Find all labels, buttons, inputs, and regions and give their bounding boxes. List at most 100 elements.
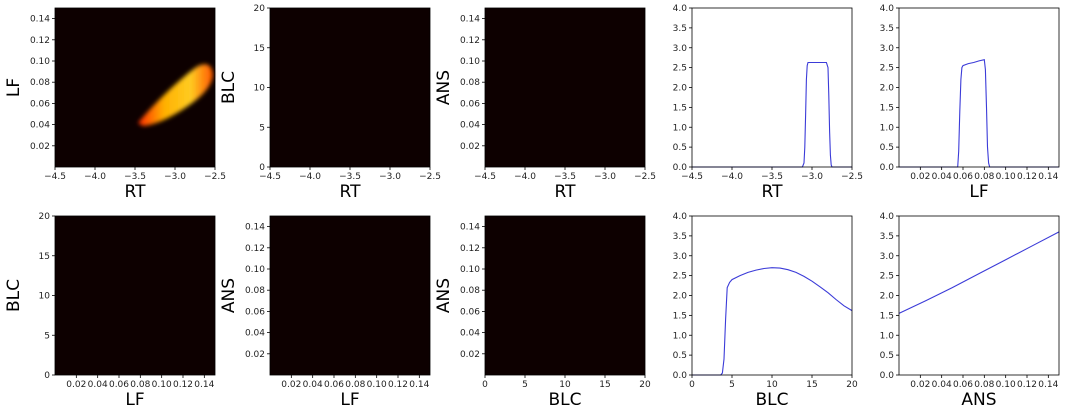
x-tick-label: 0.10: [367, 380, 387, 390]
x-tick-label: 15: [806, 380, 817, 390]
y-tick-label: 0.12: [30, 36, 50, 46]
y-tick-label: 3.5: [880, 24, 894, 34]
x-tick-label: −4.0: [514, 172, 536, 182]
y-tick-label: 0.0: [673, 371, 688, 381]
density-curve: [692, 61, 852, 168]
y-axis-label: BLC: [4, 279, 24, 312]
panel-blc-density: 0 5 10 15 20 0.0 0.5 1.0 1.5 2.0 2.5 3.0 3.5 4.0 BLC: [673, 212, 858, 410]
x-tick-label: 0.04: [88, 380, 108, 390]
plot-background: [899, 216, 1059, 375]
x-tick-label: 0.02: [910, 380, 930, 390]
y-tick-label: 0.10: [30, 57, 50, 67]
x-tick-label: −3.0: [164, 172, 186, 182]
x-tick-label: 5: [729, 380, 735, 390]
y-tick-label: 1.5: [880, 311, 894, 321]
x-tick-label: −3.0: [594, 172, 616, 182]
panel-ans-density: 0.02 0.04 0.06 0.08 0.10 0.12 0.14 0.0 0.5 1.0 1.5…: [880, 212, 1060, 410]
y-tick-label: 5: [259, 123, 265, 133]
y-tick-label: 0.0: [880, 371, 895, 381]
y-tick-label: 0.06: [30, 99, 50, 109]
y-tick-label: 0.08: [460, 286, 480, 296]
x-tick-label: 0.04: [303, 380, 323, 390]
y-tick-label: 20: [39, 212, 51, 222]
y-tick-label: 4.0: [673, 212, 688, 222]
y-tick-label: 2.5: [673, 272, 687, 282]
heatmap-region: [138, 64, 213, 126]
y-tick-label: 0.08: [245, 286, 265, 296]
plot-background: [899, 8, 1059, 167]
y-tick-label: 15: [39, 252, 50, 262]
y-tick-label: 0.10: [245, 265, 265, 275]
y-tick-label: 10: [39, 292, 51, 302]
y-tick-label: 2.5: [880, 272, 894, 282]
x-tick-label: −2.5: [204, 172, 226, 182]
y-tick-label: 2.5: [880, 64, 894, 74]
x-tick-label: 0.10: [996, 380, 1016, 390]
x-tick-label: −3.5: [761, 172, 783, 182]
x-tick-label: 0.10: [996, 172, 1016, 182]
y-tick-label: 0.10: [460, 57, 480, 67]
y-tick-label: 2.0: [880, 292, 895, 302]
panel-rt-lf: −4.5 −4.0 −3.5 −3.0 −2.5 0.02 0.04 0.06 0.08 0.10…: [4, 7, 226, 202]
heatmap-background: [485, 8, 645, 167]
y-tick-label: 0.08: [460, 78, 480, 88]
x-axis-label: BLC: [548, 390, 581, 410]
y-tick-label: 0.5: [880, 143, 894, 153]
x-tick-label: −3.0: [379, 172, 401, 182]
y-tick-label: 2.0: [880, 84, 895, 94]
y-tick-label: 0.04: [30, 121, 50, 131]
x-tick-label: −4.0: [299, 172, 321, 182]
y-tick-label: 5: [44, 331, 50, 341]
y-tick-label: 0.5: [880, 351, 894, 361]
x-axis-label: LF: [340, 390, 359, 410]
panel-rt-blc: −4.5 −4.0 −3.5 −3.0 −2.5 0 5 10 15 20 RT BLC: [219, 4, 441, 202]
y-tick-label: 3.0: [673, 252, 688, 262]
heatmap-background: [55, 216, 215, 375]
x-tick-label: 10: [559, 380, 571, 390]
x-tick-label: 0.04: [932, 380, 952, 390]
y-tick-label: 1.0: [673, 331, 688, 341]
y-axis-label: ANS: [434, 70, 454, 105]
y-tick-label: 0.12: [460, 36, 480, 46]
y-tick-label: 0.5: [673, 143, 687, 153]
panel-lf-density: 0.02 0.04 0.06 0.08 0.10 0.12 0.14 0.0 0.5 1.0 1.5…: [880, 4, 1060, 202]
y-axis-label: LF: [4, 78, 24, 97]
y-tick-label: 4.0: [673, 4, 688, 14]
y-tick-label: 0.14: [460, 15, 480, 25]
y-tick-label: 0.06: [245, 307, 265, 317]
y-tick-label: 1.0: [880, 123, 895, 133]
y-tick-label: 3.5: [880, 232, 894, 242]
panel-rt-ans: −4.5 −4.0 −3.5 −3.0 −2.5 0.02 0.04 0.06 0.08 0.10…: [434, 7, 656, 202]
y-tick-label: 0: [259, 163, 265, 173]
y-tick-label: 2.0: [673, 84, 688, 94]
y-tick-label: 0.14: [460, 223, 480, 233]
y-tick-label: 1.0: [880, 331, 895, 341]
y-tick-label: 20: [254, 4, 266, 14]
x-tick-label: −4.5: [44, 172, 66, 182]
x-tick-label: 0.14: [1038, 380, 1058, 390]
plot-background: [692, 8, 852, 167]
x-tick-label: −4.5: [681, 172, 703, 182]
panel-lf-ans: 0.02 0.04 0.06 0.08 0.10 0.12 0.140.020.040.06…: [219, 215, 431, 410]
x-tick-label: −4.0: [721, 172, 743, 182]
x-axis-label: RT: [762, 182, 784, 202]
y-tick-label: 0.02: [460, 350, 480, 360]
y-axis-label: ANS: [434, 278, 454, 313]
x-tick-label: 0.08: [130, 380, 150, 390]
x-axis-label: ANS: [961, 390, 996, 410]
x-tick-label: −3.0: [801, 172, 823, 182]
y-tick-label: 0.06: [460, 99, 480, 109]
panel-rt-density: −4.5 −4.0 −3.5 −3.0 −2.5 0.0 0.5 1.0 1.5 2.0 2.5 3.…: [673, 4, 863, 202]
y-tick-label: 4.0: [880, 4, 895, 14]
y-tick-label: 1.0: [673, 123, 688, 133]
x-tick-label: 0.08: [974, 380, 994, 390]
x-tick-label: −2.5: [419, 172, 441, 182]
y-tick-label: 1.5: [673, 103, 687, 113]
x-axis-label: RT: [340, 182, 362, 202]
x-axis-label: RT: [125, 182, 147, 202]
x-tick-label: 0.12: [173, 380, 193, 390]
x-tick-label: 0.12: [1017, 172, 1037, 182]
y-tick-label: 0.02: [30, 142, 50, 152]
x-tick-label: 0.08: [345, 380, 365, 390]
